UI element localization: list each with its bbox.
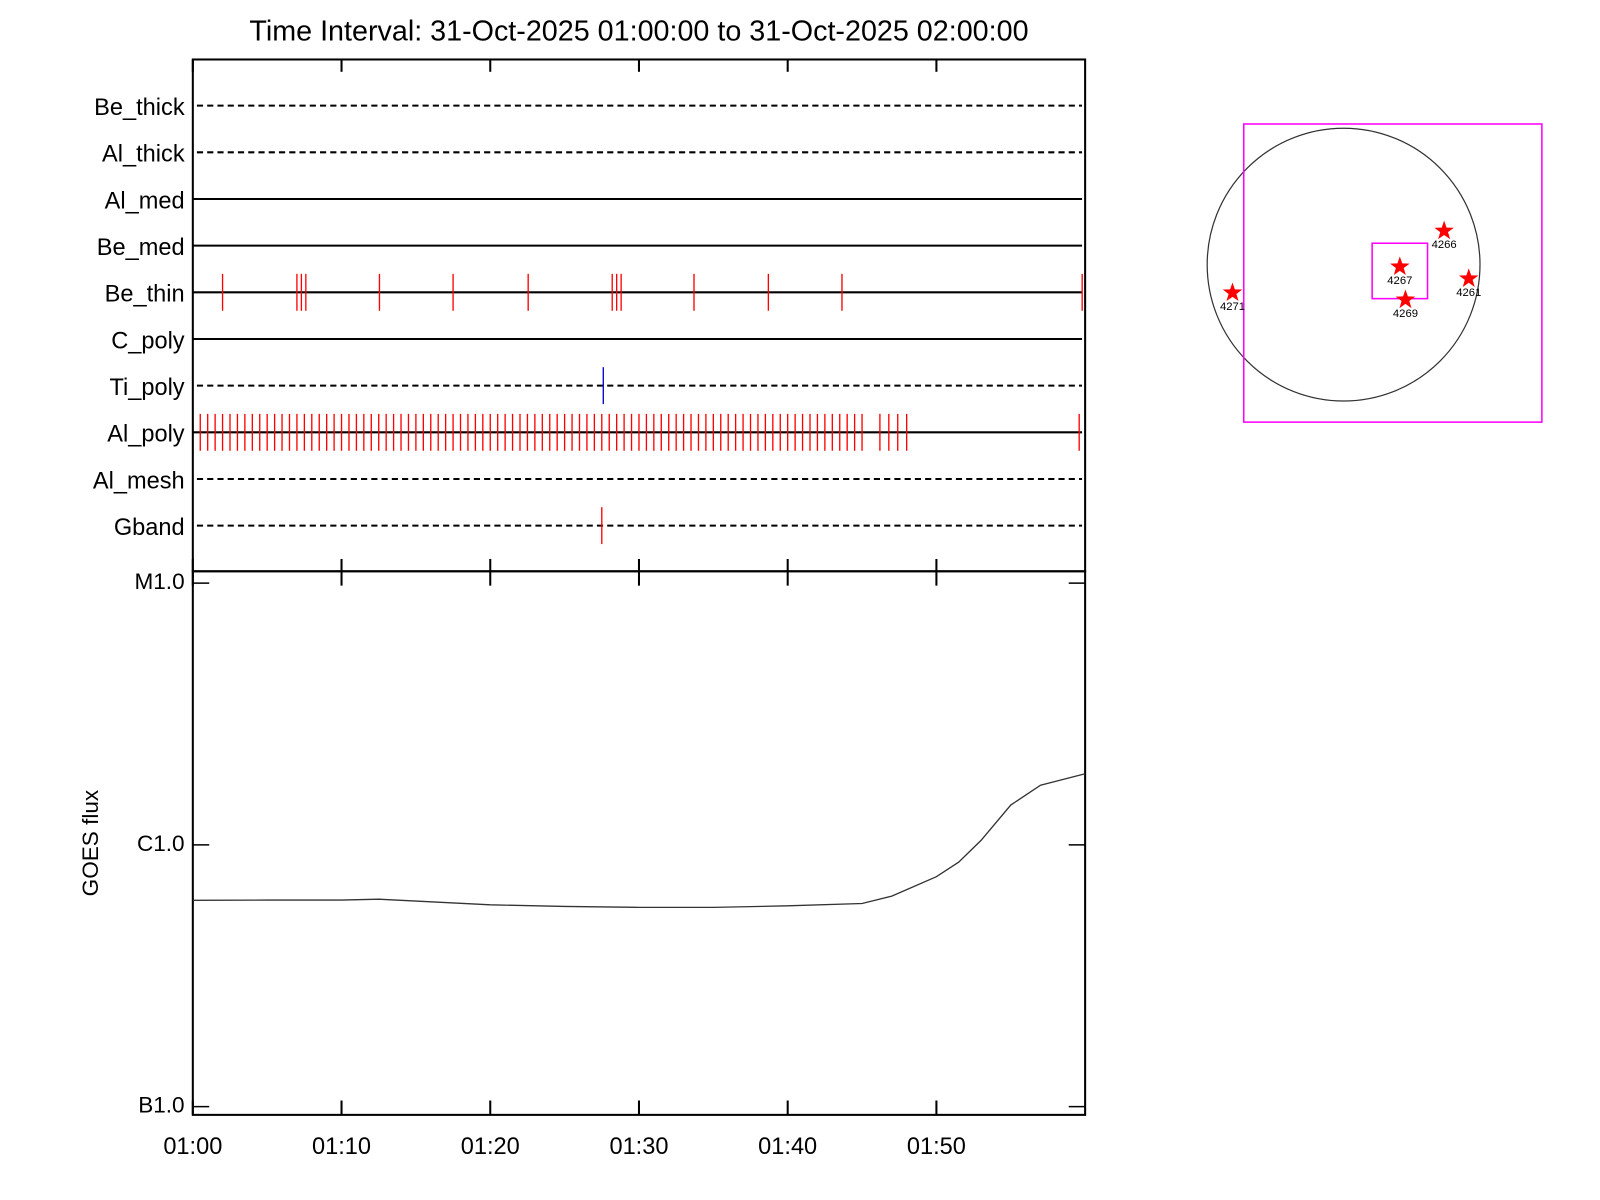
row-label: Ti_poly — [109, 374, 184, 400]
goes-frame — [191, 570, 1087, 1116]
row-label: C_poly — [111, 327, 185, 353]
y-tick-label: M1.0 — [134, 569, 184, 594]
region-star — [1222, 282, 1243, 302]
row-label: Al_poly — [107, 421, 185, 447]
row-label: Al_thick — [102, 141, 185, 167]
region-label: 4271 — [1220, 301, 1245, 313]
y-tick-label: C1.0 — [137, 831, 185, 856]
timeline-frame — [191, 58, 1087, 573]
x-tick-label: 01:50 — [907, 1133, 966, 1159]
x-tick-label: 01:30 — [609, 1133, 668, 1159]
region-star — [1458, 268, 1479, 287]
row-label: Be_thin — [105, 281, 185, 307]
goes-curve — [192, 773, 1086, 909]
solar-disk — [1206, 127, 1481, 402]
region-star — [1434, 220, 1454, 240]
region-label: 4261 — [1456, 287, 1481, 299]
chart-title: Time Interval: 31-Oct-2025 01:00:00 to 3… — [249, 15, 1028, 47]
region-label: 4269 — [1393, 308, 1418, 320]
row-label: Al_mesh — [93, 467, 185, 493]
x-tick-label: 01:10 — [312, 1133, 371, 1159]
region-label: 4266 — [1432, 239, 1457, 251]
region-label: 4267 — [1387, 275, 1412, 287]
region-star — [1390, 256, 1410, 275]
y-tick-label: B1.0 — [138, 1093, 184, 1118]
region-star — [1395, 289, 1416, 309]
x-tick-label: 01:00 — [163, 1133, 222, 1159]
row-label: Gband — [114, 514, 185, 540]
fov-box — [1371, 242, 1429, 300]
x-tick-label: 01:20 — [461, 1133, 520, 1159]
y-axis-label: GOES flux — [78, 789, 103, 896]
row-label: Be_med — [97, 234, 185, 260]
fov-box — [1242, 123, 1543, 423]
row-label: Be_thick — [94, 94, 185, 120]
x-tick-label: 01:40 — [758, 1133, 817, 1159]
row-label: Al_med — [105, 187, 185, 213]
